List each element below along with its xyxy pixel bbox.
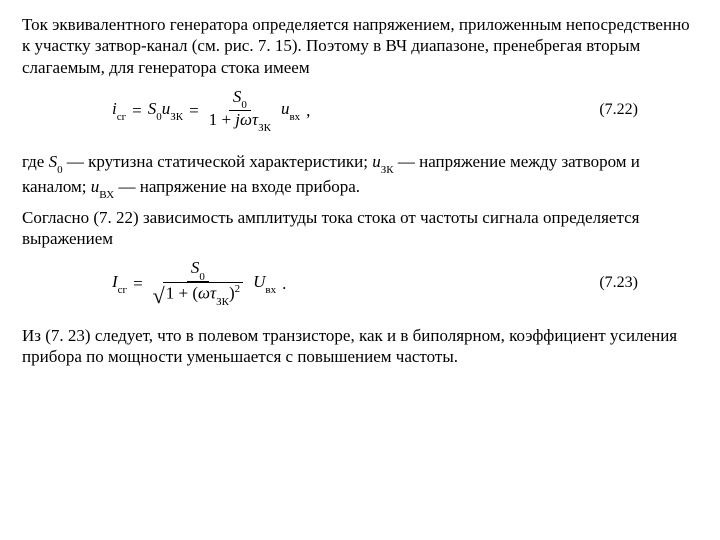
paragraph-4: Из (7. 23) следует, что в полевом транзи… — [22, 325, 698, 368]
den-zk: ЗК — [258, 122, 271, 134]
p2-b: — крутизна статической характеристики; — [63, 152, 373, 171]
num-0: 0 — [241, 99, 247, 111]
p2-u2: u — [91, 177, 100, 196]
rad-plus: + ( — [174, 284, 198, 303]
den-jw: jω — [235, 110, 252, 129]
var-u-1: u — [162, 99, 171, 118]
sub-0-1: 0 — [156, 111, 162, 123]
p2-a: где — [22, 152, 49, 171]
num2-0: 0 — [199, 271, 205, 283]
comma-1: , — [306, 100, 310, 121]
den-1: 1 — [209, 110, 218, 129]
p2-vx: ВХ — [99, 189, 114, 201]
rad-sq: 2 — [235, 283, 241, 295]
equals-2: = — [189, 100, 199, 121]
equation-7-22-row: iсг = S0uЗК = S0 1 + jωτЗК uвх — [22, 88, 698, 133]
p2-d: — напряжение на входе прибора. — [114, 177, 360, 196]
p2-S: S — [49, 152, 58, 171]
p2-u1: u — [372, 152, 381, 171]
equation-number-7-23: (7.23) — [599, 273, 698, 293]
var-I: I — [112, 272, 118, 291]
var-U: U — [253, 272, 265, 291]
dot-2: . — [282, 273, 286, 294]
page: Ток эквивалентного генератора определяет… — [0, 0, 720, 367]
equation-7-22: iсг = S0uЗК = S0 1 + jωτЗК uвх — [22, 88, 310, 133]
rad-zk: ЗК — [216, 296, 229, 308]
sub-zk-1: ЗК — [170, 111, 183, 123]
rad-1: 1 — [166, 284, 175, 303]
sub-sg-2: сг — [118, 284, 127, 296]
var-S-1: S — [148, 99, 157, 118]
fraction-2: S0 √ 1 + (ωτЗК)2 — [149, 259, 247, 307]
p2-zk: ЗК — [381, 164, 394, 176]
equals-3: = — [133, 273, 143, 294]
equation-7-23: Iсг = S0 √ 1 + (ωτЗК)2 — [22, 259, 286, 307]
sqrt: √ 1 + (ωτЗК)2 — [153, 282, 243, 307]
paragraph-1: Ток эквивалентного генератора определяет… — [22, 14, 698, 78]
paragraph-2: где S0 — крутизна статической характерис… — [22, 151, 698, 201]
fraction-1: S0 1 + jωτЗК — [205, 88, 275, 133]
rad-w: ω — [198, 284, 210, 303]
equals-1: = — [132, 100, 142, 121]
paragraph-3: Согласно (7. 22) зависимость амплитуды т… — [22, 207, 698, 250]
equation-number-7-22: (7.22) — [599, 100, 698, 120]
sub-vx-1: вх — [289, 111, 300, 123]
den-plus: + — [217, 110, 235, 129]
p2-0: 0 — [57, 164, 63, 176]
sub-vx-2: вх — [265, 284, 276, 296]
equation-7-23-row: Iсг = S0 √ 1 + (ωτЗК)2 — [22, 259, 698, 307]
sub-sg: сг — [117, 111, 126, 123]
